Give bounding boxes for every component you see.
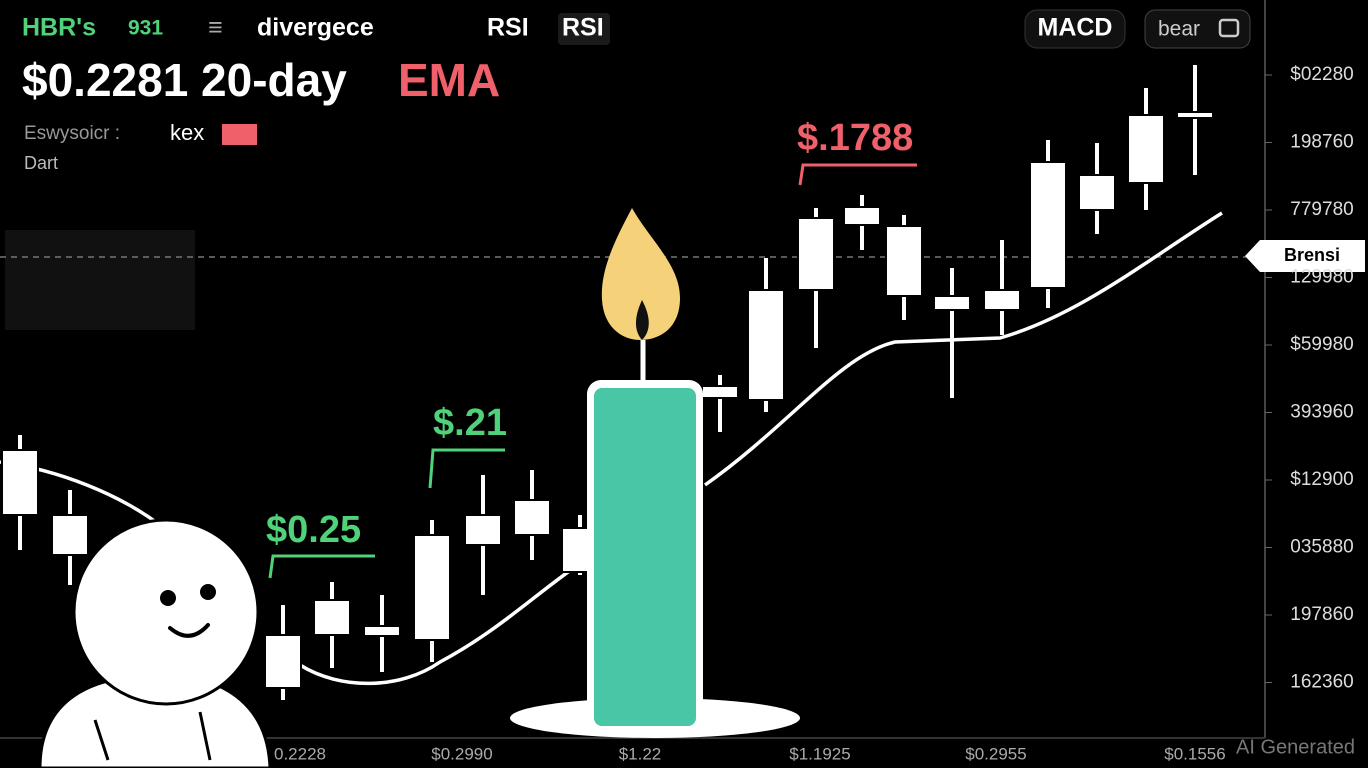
candle-body <box>363 625 401 637</box>
flame-core <box>635 300 649 340</box>
candle-body <box>51 514 89 556</box>
tab[interactable]: divergece <box>257 14 374 42</box>
ticker-value: 931 <box>128 17 163 40</box>
y-tick-label: 162360 <box>1290 672 1353 693</box>
headline: $0.2281 20-day <box>22 54 347 106</box>
candle-body <box>885 225 923 297</box>
y-tick-label: 198760 <box>1290 132 1353 153</box>
x-tick-label: $0.2990 <box>431 744 492 763</box>
sublabel: Eswysoicr : <box>24 123 120 144</box>
y-tick-label: 393960 <box>1290 402 1353 423</box>
tab[interactable]: RSI <box>487 14 529 42</box>
candle-body <box>1176 111 1214 119</box>
eye <box>200 584 216 600</box>
candle-body <box>933 295 971 311</box>
annotation: $0.25 <box>266 509 361 551</box>
smile <box>168 623 210 638</box>
macd-label[interactable]: MACD <box>1038 14 1113 42</box>
menu-icon: ≡ <box>208 14 223 42</box>
tab-box[interactable] <box>558 13 610 45</box>
y-tick-label: 779780 <box>1290 199 1353 220</box>
candles <box>1 65 1214 700</box>
price-tag-label: Brensi <box>1284 245 1340 265</box>
headline-accent: EMA <box>398 54 500 106</box>
candle-body <box>413 534 451 641</box>
candle-body <box>1 449 39 516</box>
flame <box>601 208 680 340</box>
candle-body <box>983 289 1021 311</box>
eye <box>160 590 176 606</box>
caption: Dart <box>24 153 58 173</box>
x-axis: 0.2228 $0.2990 $1.22 $1.1925 $0.2955 $0.1556 <box>274 744 1226 763</box>
y-axis: $02280 198760 779780 129980 $59980 393960 $129… <box>1265 64 1354 693</box>
candle-body <box>747 289 785 401</box>
annotation: $.21 <box>433 402 507 444</box>
annotation-line <box>428 448 505 489</box>
candle-body <box>594 388 696 726</box>
ticker: HBR's <box>22 14 96 42</box>
x-tick-label: 0.2228 <box>274 744 326 763</box>
price-tag <box>1245 240 1365 272</box>
y-tick-label: $02280 <box>1290 64 1353 85</box>
x-tick-label: $1.22 <box>619 744 662 763</box>
y-tick-label: $59980 <box>1290 334 1353 355</box>
candle-body <box>843 206 881 226</box>
candle-body <box>1078 174 1116 211</box>
y-tick-label: 035880 <box>1290 537 1353 558</box>
candle-body <box>1029 161 1067 289</box>
macd-button[interactable] <box>1024 9 1126 49</box>
candle-body <box>797 217 835 291</box>
tab[interactable]: RSI <box>562 14 604 42</box>
ghost-bars <box>5 230 195 330</box>
bear-label[interactable]: bear <box>1158 18 1200 41</box>
candle-body <box>264 634 302 689</box>
candle-body <box>313 599 351 636</box>
watermark: AI Generated <box>1236 736 1355 758</box>
person-lines <box>93 711 212 761</box>
annotation-line <box>268 554 375 579</box>
exchange: kex <box>170 120 204 145</box>
badge <box>222 124 257 145</box>
x-tick-label: $0.1556 <box>1164 744 1225 763</box>
y-tick-label: 129980 <box>1290 267 1353 288</box>
candle-body <box>701 385 739 399</box>
annotation: $.1788 <box>797 117 913 159</box>
person-head <box>72 518 260 706</box>
x-tick-label: $0.2955 <box>965 744 1026 763</box>
y-tick-label: $12900 <box>1290 469 1353 490</box>
candle-body <box>1127 114 1165 184</box>
candle-body <box>513 499 551 536</box>
candle-body <box>464 514 502 546</box>
y-tick-label: 197860 <box>1290 604 1353 625</box>
x-tick-label: $1.1925 <box>789 744 850 763</box>
bear-icon[interactable] <box>1218 18 1240 38</box>
annotation-line <box>798 163 917 186</box>
